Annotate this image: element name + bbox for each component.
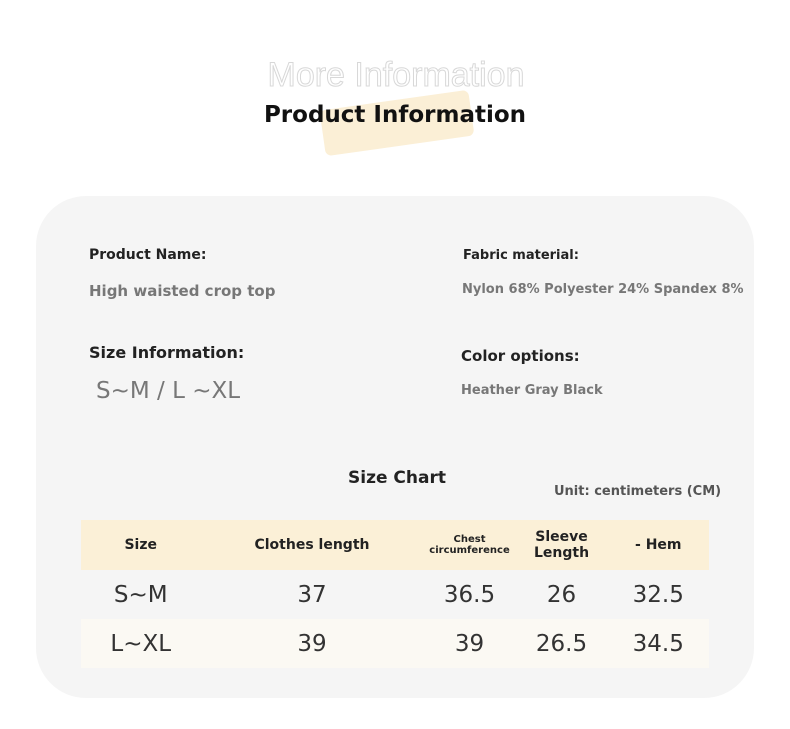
header: - Hem [607,520,709,570]
value: Heather Gray Black [461,383,603,398]
cell: 26.5 [515,619,608,668]
cell: 32.5 [607,570,709,619]
cell: L~XL [81,619,201,668]
cell: 36.5 [423,570,516,619]
label: Size Information: [89,343,245,362]
header: Chest circumference [423,520,516,570]
value: S~M / L ~XL [96,378,241,404]
decor-title: More Information [267,56,525,95]
cell: S~M [81,570,201,619]
table-title: Size Chart [348,468,446,488]
header: Sleeve Length [515,520,608,570]
label: Color options: [461,347,580,365]
header: Clothes length [200,520,424,570]
value: High waisted crop top [89,282,276,300]
cell: 34.5 [607,619,709,668]
unit: Unit: centimeters (CM) [554,484,722,499]
title: Product Information [263,102,527,128]
cell: 39 [200,619,424,668]
header-row: Size Clothes length Chest circumference … [81,520,709,570]
label: Product Name: [89,247,207,263]
row: L~XL 39 39 26.5 34.5 [81,619,709,668]
value: Nylon 68% Polyester 24% Spandex 8% [462,282,744,297]
row: S~M 37 36.5 26 32.5 [81,570,709,619]
header: Size [81,520,201,570]
cell: 39 [423,619,516,668]
size-table: Size Clothes length Chest circumference … [81,520,709,668]
label: Fabric material: [463,248,579,263]
cell: 37 [200,570,424,619]
cell: 26 [515,570,608,619]
